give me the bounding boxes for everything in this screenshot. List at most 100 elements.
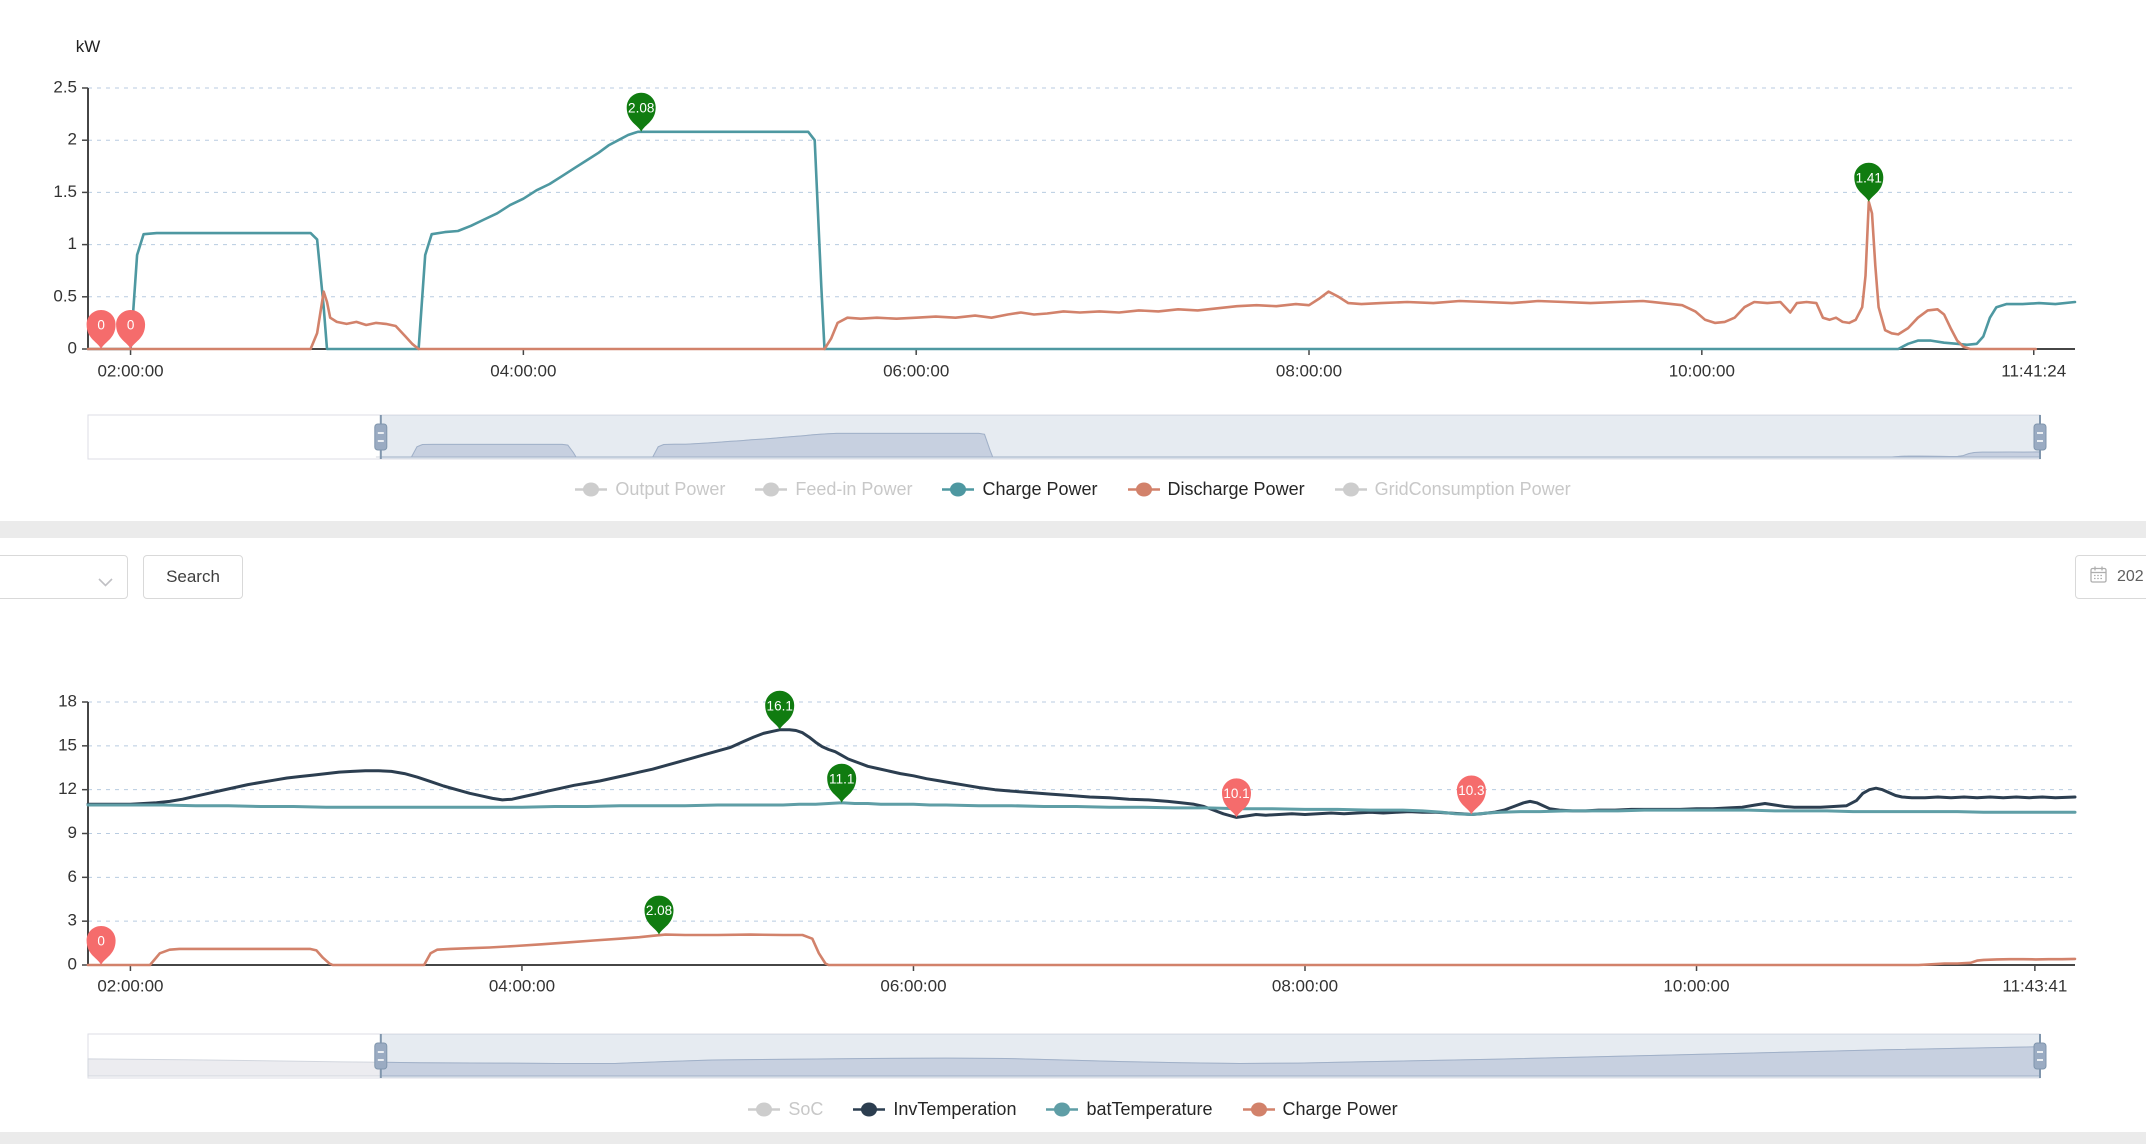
y-tick-label: 18 bbox=[58, 691, 77, 710]
x-tick-label: 06:00:00 bbox=[880, 976, 946, 995]
marker-min-0: 0 bbox=[86, 310, 116, 349]
x-tick-label: 02:00:00 bbox=[97, 976, 163, 995]
x-tick-label: 04:00:00 bbox=[490, 361, 556, 380]
axes: 0 0.5 1 1.5 2 2.5 02:00:00 04:00:00 06:00:00 08:0… bbox=[53, 77, 2075, 380]
marker-max-2-08: 2.08 bbox=[644, 895, 674, 935]
date-picker-value: 202 bbox=[2117, 568, 2144, 585]
legend-item-invtemperation[interactable]: InvTemperation bbox=[853, 1099, 1016, 1120]
svg-text:0: 0 bbox=[97, 318, 105, 333]
invtemperation-legend-marker bbox=[853, 1102, 886, 1116]
y-tick-label: 6 bbox=[68, 867, 77, 886]
marker-min-0: 0 bbox=[86, 926, 116, 965]
axes: 0 3 6 9 12 15 18 02:00:00 04:00:00 06:00:00 08:00:… bbox=[58, 691, 2075, 995]
gridlines bbox=[88, 701, 2075, 922]
legend-item-discharge-power[interactable]: Discharge Power bbox=[1127, 478, 1305, 500]
legend-item-label: Feed-in Power bbox=[795, 478, 913, 499]
svg-text:0: 0 bbox=[127, 318, 135, 333]
y-axis-unit-label: kW bbox=[76, 37, 101, 56]
marker-min-10-3: 10.3 bbox=[1456, 775, 1486, 815]
y-tick-label: 2.5 bbox=[53, 77, 77, 96]
series-invtemperation bbox=[86, 728, 2077, 819]
svg-text:10.1: 10.1 bbox=[1223, 786, 1249, 801]
svg-text:16.1: 16.1 bbox=[767, 698, 793, 713]
legend-item-gridconsumption-power[interactable]: GridConsumption Power bbox=[1334, 478, 1571, 500]
series-charge-power bbox=[86, 933, 2077, 967]
y-tick-label: 15 bbox=[58, 735, 77, 754]
discharge-power-legend-marker bbox=[1127, 482, 1160, 496]
temperature-chart-legend: SoC InvTemperation batTemperature Charge Po… bbox=[0, 1092, 2146, 1126]
search-button-label: Search bbox=[166, 567, 220, 586]
bottom-divider bbox=[0, 1132, 2146, 1144]
data-zoom-handle-right[interactable] bbox=[2033, 1042, 2047, 1070]
legend-item-label: InvTemperation bbox=[893, 1098, 1017, 1119]
power-chart[interactable]: 0 0.5 1 1.5 2 2.5 02:00:00 04:00:00 06:00:00 08:0… bbox=[0, 0, 2146, 470]
marker-max-1-41: 1.41 bbox=[1854, 162, 1884, 202]
marker-min-0: 0 bbox=[116, 310, 146, 349]
search-button[interactable]: Search bbox=[143, 555, 243, 599]
charge-power-legend-marker bbox=[942, 482, 975, 496]
x-tick-label: 11:41:24 bbox=[2001, 361, 2066, 380]
date-picker[interactable]: 202 bbox=[2075, 555, 2146, 599]
y-tick-label: 0 bbox=[68, 954, 77, 973]
legend-item-charge-power[interactable]: Charge Power bbox=[942, 478, 1098, 500]
y-tick-label: 0.5 bbox=[53, 286, 77, 305]
data-zoom-handle-left[interactable] bbox=[374, 1042, 388, 1070]
legend-item-charge-power[interactable]: Charge Power bbox=[1242, 1098, 1398, 1120]
svg-text:2.08: 2.08 bbox=[628, 100, 654, 115]
legend-item-soc[interactable]: SoC bbox=[748, 1099, 823, 1120]
x-tick-label: 08:00:00 bbox=[1276, 361, 1342, 380]
marker-max-2-08: 2.08 bbox=[626, 92, 656, 132]
svg-text:10.3: 10.3 bbox=[1458, 783, 1484, 798]
legend-item-label: Output Power bbox=[615, 478, 726, 499]
data-zoom-handle-left[interactable] bbox=[374, 423, 388, 451]
calendar-icon bbox=[2089, 565, 2108, 589]
data-zoom-slider[interactable] bbox=[87, 414, 2047, 460]
legend-item-feed-in-power[interactable]: Feed-in Power bbox=[755, 479, 912, 500]
gridlines bbox=[88, 87, 2075, 298]
device-select[interactable] bbox=[0, 555, 128, 599]
marker-max-16-1: 16.1 bbox=[765, 690, 795, 730]
gridconsumption-power-legend-marker bbox=[1334, 482, 1367, 496]
output-power-legend-marker bbox=[575, 482, 608, 496]
legend-item-label: Charge Power bbox=[1282, 1098, 1398, 1119]
battemperature-legend-marker bbox=[1046, 1102, 1079, 1116]
y-tick-label: 2 bbox=[68, 130, 77, 149]
x-tick-label: 08:00:00 bbox=[1272, 976, 1338, 995]
y-tick-label: 12 bbox=[58, 779, 77, 798]
series-discharge-power bbox=[86, 200, 2037, 351]
svg-text:2.08: 2.08 bbox=[646, 903, 672, 918]
data-zoom-slider[interactable] bbox=[87, 1033, 2047, 1079]
feed-in-power-legend-marker bbox=[755, 482, 788, 496]
x-tick-label: 06:00:00 bbox=[883, 361, 949, 380]
chevron-down-icon bbox=[98, 574, 113, 592]
x-tick-label: 04:00:00 bbox=[489, 976, 555, 995]
x-tick-label: 10:00:00 bbox=[1663, 976, 1729, 995]
charge-power-legend-marker bbox=[1242, 1102, 1275, 1116]
legend-item-label: batTemperature bbox=[1086, 1098, 1213, 1119]
y-tick-label: 9 bbox=[68, 823, 77, 842]
marker-max-11-1: 11.1 bbox=[827, 763, 857, 803]
data-zoom-handle-right[interactable] bbox=[2033, 423, 2047, 451]
temperature-chart[interactable]: 0 3 6 9 12 15 18 02:00:00 04:00:00 06:00:00 08:00:… bbox=[0, 620, 2146, 1090]
svg-text:1.41: 1.41 bbox=[1856, 170, 1882, 185]
marker-min-10-1: 10.1 bbox=[1222, 778, 1251, 818]
svg-text:0: 0 bbox=[97, 934, 105, 949]
data-zoom-selected-range[interactable] bbox=[380, 415, 2040, 459]
power-chart-legend: Output Power Feed-in Power Charge Power Dis… bbox=[0, 472, 2146, 506]
legend-item-label: Charge Power bbox=[982, 478, 1098, 499]
legend-item-battemperature[interactable]: batTemperature bbox=[1046, 1098, 1213, 1120]
y-tick-label: 1.5 bbox=[53, 182, 77, 201]
x-tick-label: 10:00:00 bbox=[1669, 361, 1735, 380]
y-tick-label: 3 bbox=[68, 911, 77, 930]
legend-item-output-power[interactable]: Output Power bbox=[575, 479, 725, 500]
series-battemperature bbox=[86, 801, 2077, 816]
legend-item-label: Discharge Power bbox=[1167, 478, 1305, 499]
y-tick-label: 0 bbox=[68, 338, 77, 357]
x-tick-label: 11:43:41 bbox=[2002, 976, 2067, 995]
series-charge-power bbox=[86, 130, 2077, 351]
legend-item-label: SoC bbox=[788, 1098, 824, 1119]
y-tick-label: 1 bbox=[68, 234, 77, 253]
legend-item-label: GridConsumption Power bbox=[1374, 478, 1571, 499]
x-tick-label: 02:00:00 bbox=[97, 361, 163, 380]
